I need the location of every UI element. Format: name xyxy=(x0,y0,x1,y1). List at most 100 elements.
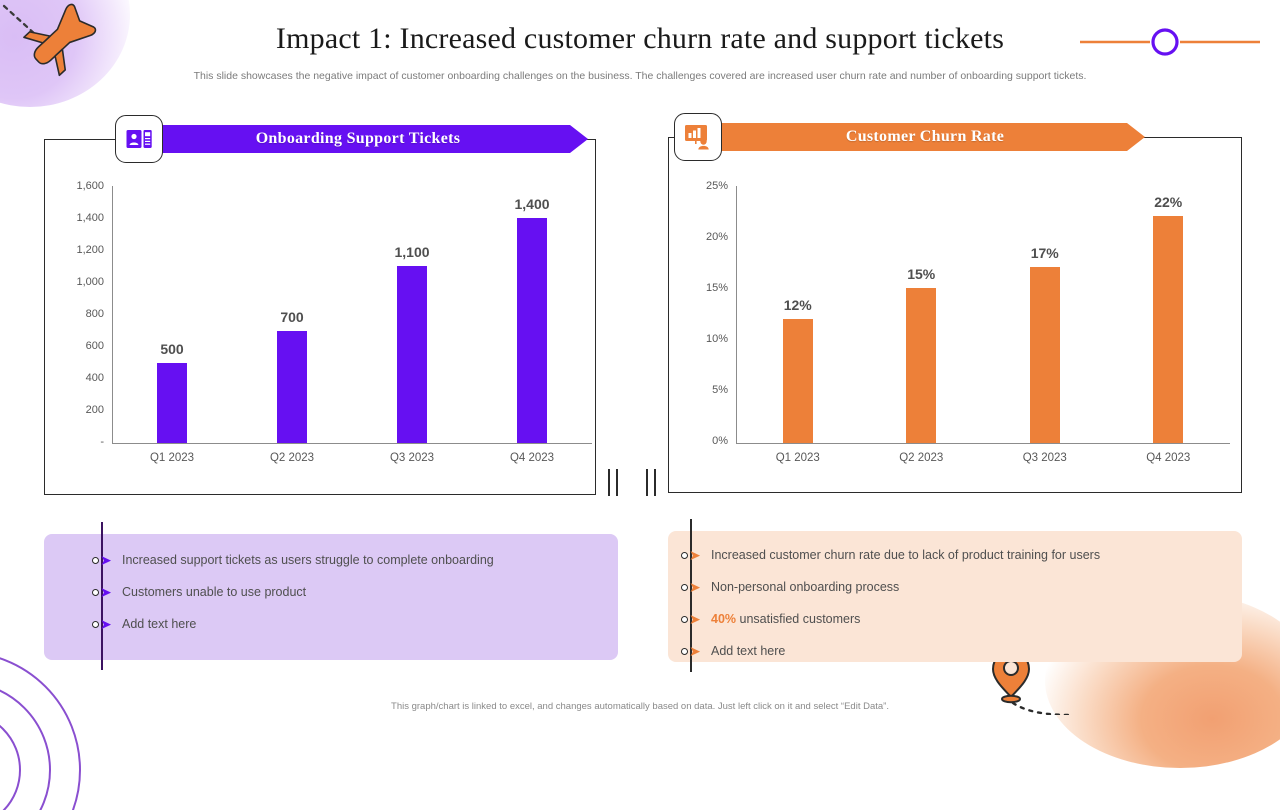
left-bullet-list: ➤ Increased support tickets as users str… xyxy=(92,544,618,640)
bullet-marker: ➤ xyxy=(92,617,122,631)
bar[interactable] xyxy=(1153,215,1184,443)
y-tick: 0% xyxy=(712,435,728,447)
right-icon-box xyxy=(674,113,722,161)
bar-group: 12% xyxy=(736,186,860,443)
left-icon-box xyxy=(115,115,163,163)
bullet-dot-icon xyxy=(92,588,99,596)
list-item[interactable]: ➤ Increased customer churn rate due to l… xyxy=(681,539,1242,571)
left-chart-x-axis-labels: Q1 2023 Q2 2023 Q3 2023 Q4 2023 xyxy=(112,452,592,464)
bar-value-label: 17% xyxy=(1030,244,1059,261)
bar-group: 500 xyxy=(112,186,232,443)
bar-value-label: 1,100 xyxy=(394,243,430,260)
bar-group: 1,400 xyxy=(472,186,592,443)
left-chart-y-axis xyxy=(112,186,114,444)
panel-customer-churn-rate xyxy=(646,118,1242,496)
list-item[interactable]: ➤ Add text here xyxy=(92,608,618,640)
bullet-dot-icon xyxy=(681,647,688,655)
list-item[interactable]: ➤ 40% unsatisfied customers xyxy=(681,603,1242,635)
support-ticket-icon xyxy=(126,130,152,148)
left-bullet-rail xyxy=(101,522,103,670)
list-item-label: Customers unable to use product xyxy=(122,585,307,599)
list-item[interactable]: ➤ Non-personal onboarding process xyxy=(681,571,1242,603)
bar-value-label: 15% xyxy=(907,265,936,282)
chart-onboarding-support-tickets: 1,600 1,400 1,200 1,000 800 600 400 200 … xyxy=(60,180,592,475)
arrow-right-icon: ➤ xyxy=(689,643,701,659)
y-tick: 1,200 xyxy=(76,244,104,256)
y-tick: 1,000 xyxy=(76,276,104,288)
list-item-label: Add text here xyxy=(711,644,786,658)
bar[interactable] xyxy=(782,318,813,443)
chart-customer-churn-rate: 25% 20% 15% 10% 5% 0% 12% 15% 17% 22% xyxy=(684,180,1230,475)
arrow-right-icon: ➤ xyxy=(689,547,701,563)
right-bullet-list: ➤ Increased customer churn rate due to l… xyxy=(681,539,1242,667)
right-banner: Customer Churn Rate xyxy=(705,123,1145,151)
bar-value-label: 500 xyxy=(160,340,184,357)
bar-group: 1,100 xyxy=(352,186,472,443)
bullet-marker: ➤ xyxy=(92,585,122,599)
left-banner: Onboarding Support Tickets xyxy=(128,125,588,153)
bar-group: 15% xyxy=(860,186,984,443)
left-bullet-box: ➤ Increased support tickets as users str… xyxy=(44,522,618,670)
list-item-label-rest: unsatisfied customers xyxy=(736,612,861,626)
bullet-marker: ➤ xyxy=(92,553,122,567)
right-chart-y-axis xyxy=(736,186,738,444)
page-title: Impact 1: Increased customer churn rate … xyxy=(275,22,1005,55)
list-item[interactable]: ➤ Customers unable to use product xyxy=(92,576,618,608)
y-tick: 1,400 xyxy=(76,212,104,224)
list-item-label: Non-personal onboarding process xyxy=(711,580,900,594)
arrow-right-icon: ➤ xyxy=(100,584,112,600)
bullet-marker: ➤ xyxy=(681,644,711,658)
bottom-left-arcs xyxy=(0,657,81,810)
right-bullet-box: ➤ Increased customer churn rate due to l… xyxy=(668,519,1242,672)
bar[interactable] xyxy=(157,362,187,443)
x-tick: Q2 2023 xyxy=(269,452,315,464)
right-banner-label: Customer Churn Rate xyxy=(845,128,1005,145)
airplane-icon xyxy=(2,3,97,77)
left-banner-label: Onboarding Support Tickets xyxy=(255,130,461,147)
bar-value-label: 1,400 xyxy=(514,195,550,212)
bar[interactable] xyxy=(517,217,547,443)
right-chart-plot-area: 12% 15% 17% 22% xyxy=(736,186,1230,444)
right-chart-y-axis-labels: 25% 20% 15% 10% 5% 0% xyxy=(684,180,728,447)
left-banner-tail xyxy=(44,139,122,141)
y-tick: 5% xyxy=(712,384,728,396)
list-item-label: 40% unsatisfied customers xyxy=(711,612,860,626)
bar[interactable] xyxy=(1029,266,1060,443)
left-chart-x-axis xyxy=(112,442,592,444)
x-tick: Q4 2023 xyxy=(509,452,555,464)
left-chart-plot-area: 500 700 1,100 1,400 xyxy=(112,186,592,444)
left-chart-y-axis-labels: 1,600 1,400 1,200 1,000 800 600 400 200 … xyxy=(60,180,104,448)
list-item-label: Increased support tickets as users strug… xyxy=(122,553,494,567)
right-banner-tail xyxy=(1134,137,1242,139)
list-item[interactable]: ➤ Increased support tickets as users str… xyxy=(92,544,618,576)
x-tick: Q3 2023 xyxy=(389,452,435,464)
right-chart-bars: 12% 15% 17% 22% xyxy=(736,186,1230,443)
highlight-value: 40% xyxy=(711,612,737,626)
list-item[interactable]: ➤ Add text here xyxy=(681,635,1242,667)
bar-group: 700 xyxy=(232,186,352,443)
x-tick: Q1 2023 xyxy=(149,452,195,464)
y-tick: 15% xyxy=(705,282,728,294)
y-tick: 800 xyxy=(85,308,104,320)
right-chart-x-axis-labels: Q1 2023 Q2 2023 Q3 2023 Q4 2023 xyxy=(736,452,1230,464)
bullet-dot-icon xyxy=(681,615,688,623)
bar-value-label: 22% xyxy=(1154,193,1183,210)
bar-value-label: 12% xyxy=(783,296,812,313)
x-tick: Q2 2023 xyxy=(899,452,944,464)
right-chart-x-axis xyxy=(736,442,1230,444)
bar[interactable] xyxy=(277,330,307,443)
bar[interactable] xyxy=(397,265,427,443)
y-tick: 25% xyxy=(705,180,728,192)
arrow-right-icon: ➤ xyxy=(100,552,112,568)
bullet-dot-icon xyxy=(92,556,99,564)
bullet-dot-icon xyxy=(681,583,688,591)
y-tick: - xyxy=(100,436,104,448)
y-tick: 200 xyxy=(85,404,104,416)
x-tick: Q3 2023 xyxy=(1022,452,1067,464)
bullet-dot-icon xyxy=(92,620,99,628)
bar[interactable] xyxy=(906,287,937,443)
y-tick: 600 xyxy=(85,340,104,352)
y-tick: 400 xyxy=(85,372,104,384)
bullet-dot-icon xyxy=(681,551,688,559)
x-tick: Q4 2023 xyxy=(1146,452,1191,464)
